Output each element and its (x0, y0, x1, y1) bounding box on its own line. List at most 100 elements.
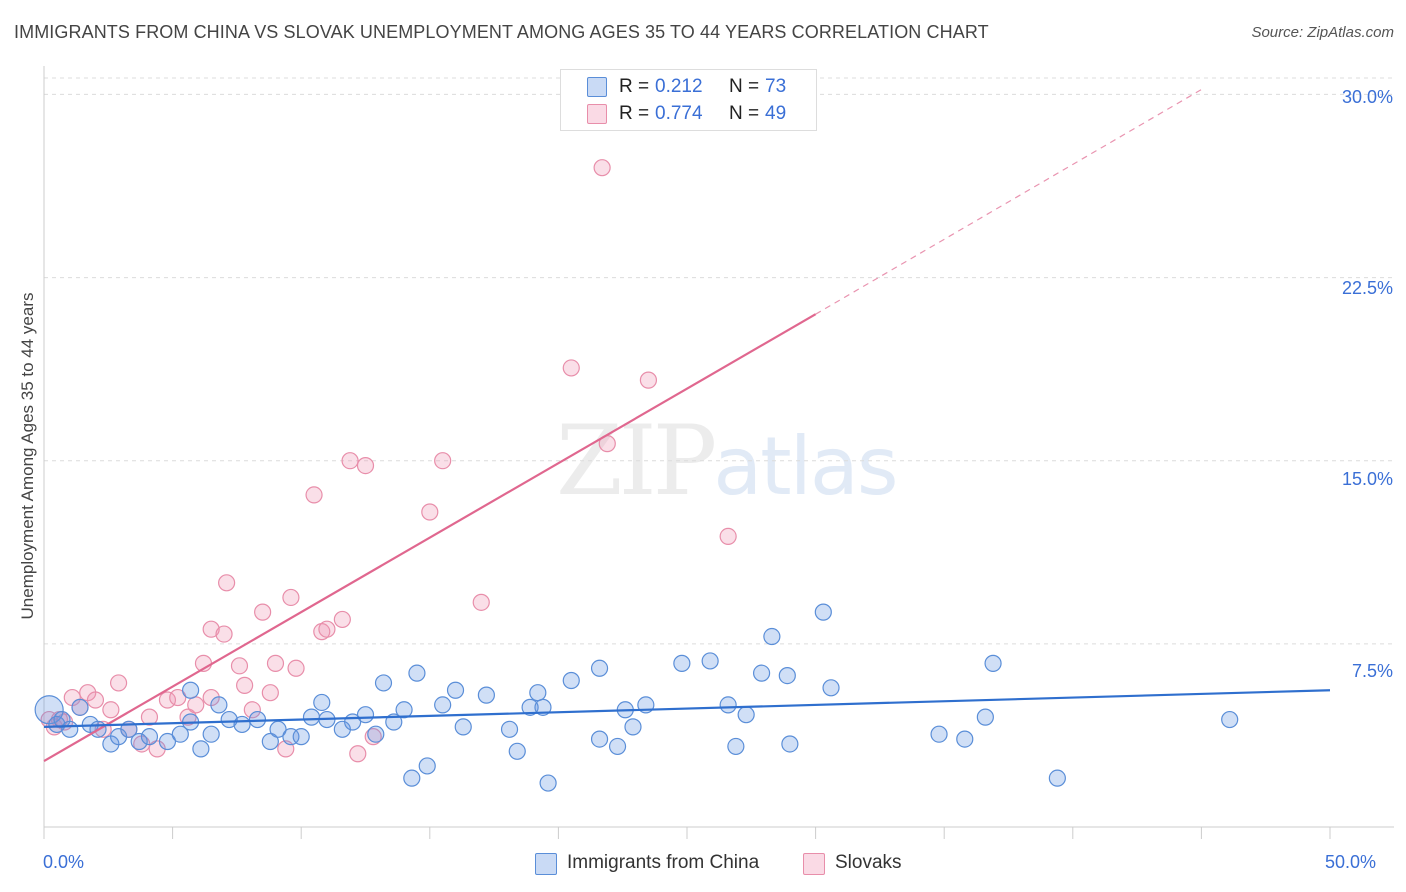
slovak-point (86, 691, 105, 709)
china-point (984, 654, 1002, 672)
slovak-point (158, 691, 177, 709)
slovak-point (187, 696, 205, 714)
china-point (508, 742, 526, 760)
legend-r-value: 0.212 (655, 76, 703, 97)
slovak-point (364, 728, 382, 746)
china-point (500, 720, 519, 738)
china-point (292, 728, 310, 746)
y-tick-label: 7.5% (1351, 661, 1393, 681)
china-point (590, 730, 609, 748)
slovak-point (287, 659, 305, 677)
slovak-trend-extension (815, 89, 1202, 315)
china-point (1048, 769, 1066, 787)
legend-n-value: 49 (765, 103, 787, 124)
slovak-point (261, 684, 279, 702)
x-tick-label-max: 50.0% (1325, 852, 1377, 872)
slovak-point (434, 452, 452, 470)
slovak-point (109, 674, 128, 692)
china-point (171, 725, 189, 743)
legend-r-value: 0.774 (655, 103, 703, 124)
slovak-point (218, 574, 236, 592)
slovak-point (356, 456, 375, 475)
slovak-point (349, 745, 367, 763)
slovak-point (472, 593, 490, 611)
legend-n-label: N = (729, 103, 760, 124)
slovak-point (562, 359, 580, 377)
china-point (313, 693, 331, 712)
slovak-point (102, 701, 120, 719)
china-point (562, 671, 580, 690)
slovak-point (140, 708, 159, 726)
china-point (220, 710, 238, 729)
china-legend-label: Immigrants from China (567, 852, 760, 873)
x-tick-label-min: 0.0% (43, 852, 85, 872)
slovak-point (421, 503, 439, 521)
china-point (521, 698, 539, 716)
china-point (930, 725, 948, 743)
china-point (434, 696, 452, 714)
slovak-point (266, 654, 285, 672)
china-point (261, 732, 279, 751)
china-point (130, 732, 148, 751)
china-swatch-icon (587, 77, 607, 97)
china-point (418, 757, 436, 775)
legend-n-value: 73 (765, 76, 787, 97)
y-tick-label: 15.0% (1341, 469, 1393, 489)
china-point (182, 681, 200, 699)
slovak-point (333, 610, 351, 629)
china-legend-icon (535, 853, 557, 875)
china-point (608, 737, 627, 756)
china-point (374, 674, 393, 692)
slovak-point (254, 603, 272, 621)
china-point (202, 725, 220, 743)
china-point (61, 720, 79, 738)
source-label: Source: ZipAtlas.com (1251, 24, 1394, 41)
slovak-legend-label: Slovaks (835, 852, 902, 873)
china-point (302, 708, 321, 726)
slovak-point (318, 620, 336, 638)
slovak-point (215, 625, 233, 643)
china-point (269, 720, 287, 738)
china-point (822, 679, 840, 697)
y-tick-label: 30.0% (1341, 87, 1393, 107)
china-point (367, 725, 385, 743)
china-point (403, 769, 421, 787)
legend-r-label: R = (619, 103, 650, 124)
correlation-legend: R = 0.212 N = 73 R = 0.774 N = 49 (560, 69, 817, 131)
slovak-legend-icon (803, 853, 825, 875)
china-point (673, 654, 691, 672)
legend-r-label: R = (619, 76, 650, 97)
china-point (395, 701, 413, 719)
china-point (752, 664, 771, 682)
china-point (814, 603, 832, 621)
china-point (737, 706, 755, 724)
china-point (356, 706, 375, 724)
china-point (701, 652, 719, 670)
china-point (140, 728, 159, 746)
slovak-point (719, 527, 737, 546)
china-point (477, 686, 495, 704)
china-point (233, 715, 251, 734)
china-point (192, 740, 210, 758)
china-point (781, 735, 799, 753)
slovak-point (639, 371, 658, 389)
slovak-point (593, 159, 611, 177)
china-point (778, 666, 796, 685)
slovak-point (243, 701, 261, 719)
slovak-point (305, 486, 323, 504)
china-point (534, 698, 552, 716)
slovak-trend-line (43, 313, 817, 763)
china-point (71, 698, 89, 716)
china-point (539, 774, 557, 792)
china-point (727, 737, 745, 756)
slovak-point (179, 708, 197, 726)
china-point (719, 696, 737, 714)
china-point (624, 718, 642, 736)
slovak-point (341, 452, 359, 470)
chart-title: IMMIGRANTS FROM CHINA VS SLOVAK UNEMPLOY… (14, 22, 989, 42)
china-point (976, 708, 994, 726)
china-point (529, 684, 547, 702)
slovak-point (169, 688, 187, 707)
slovak-swatch-icon (587, 104, 607, 124)
